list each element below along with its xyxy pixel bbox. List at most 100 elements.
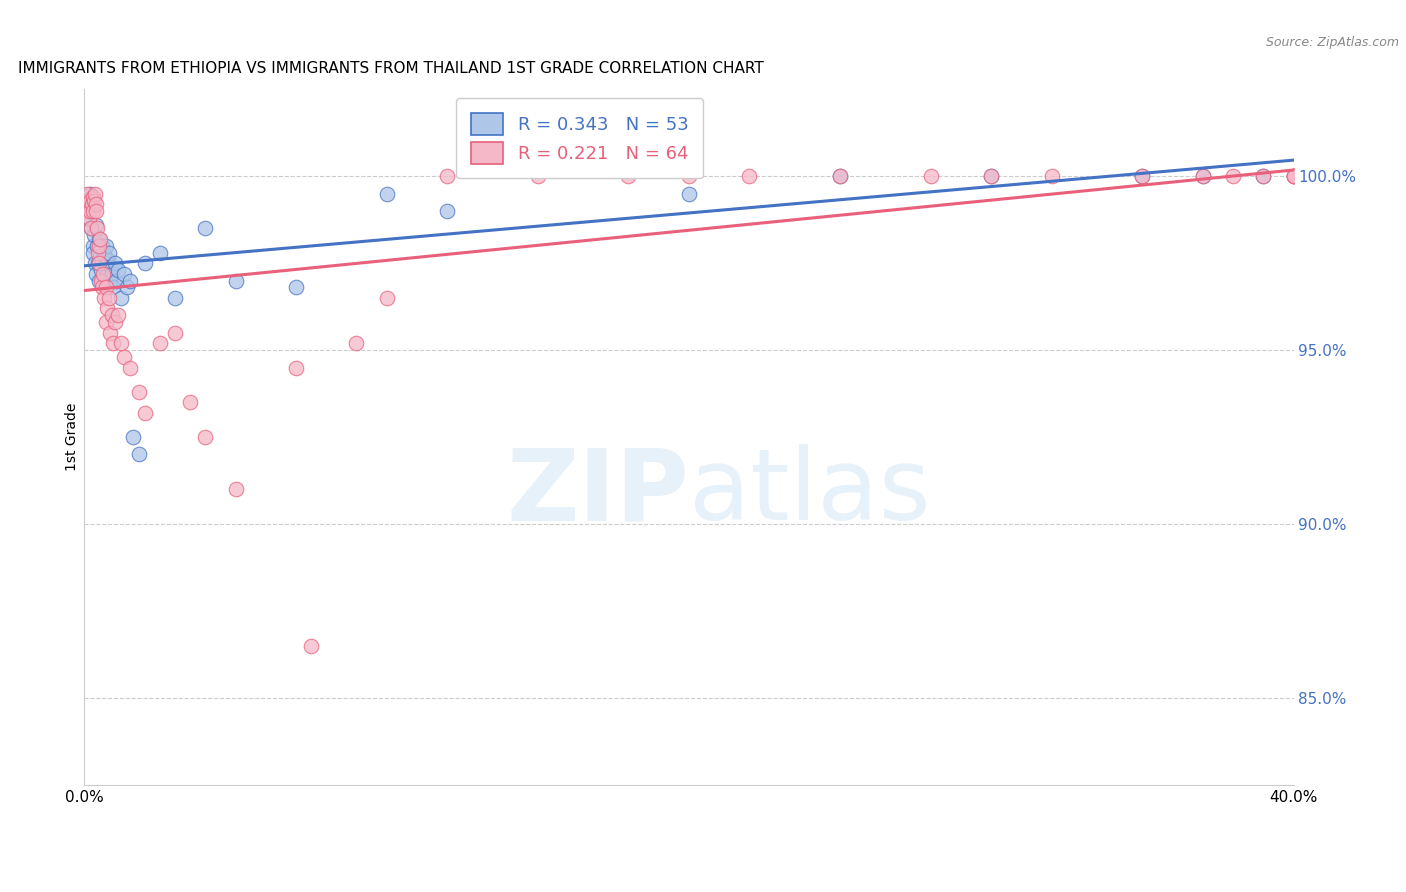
Point	[110, 336, 132, 351]
Point	[90, 239, 112, 253]
Point	[105, 274, 128, 288]
Point	[76, 197, 98, 211]
Point	[104, 256, 127, 270]
Point	[115, 280, 138, 294]
Point	[134, 406, 156, 420]
Point	[86, 239, 108, 253]
Point	[79, 204, 101, 219]
Text: ZIP: ZIP	[506, 444, 689, 541]
Point	[82, 204, 104, 219]
Point	[436, 204, 458, 219]
Point	[149, 245, 172, 260]
Point	[920, 169, 942, 184]
Point	[165, 291, 187, 305]
Point	[107, 309, 129, 323]
Point	[97, 252, 120, 267]
Point	[194, 430, 217, 444]
Point	[84, 186, 107, 201]
Point	[93, 245, 115, 260]
Point	[134, 256, 156, 270]
Point	[104, 315, 127, 329]
Point	[98, 326, 121, 340]
Point	[678, 186, 700, 201]
Point	[1040, 169, 1063, 184]
Point	[1192, 169, 1215, 184]
Point	[678, 169, 700, 184]
Point	[77, 211, 100, 225]
Point	[100, 267, 122, 281]
Point	[82, 245, 104, 260]
Point	[100, 309, 122, 323]
Point	[112, 350, 135, 364]
Point	[90, 263, 112, 277]
Point	[87, 245, 110, 260]
Point	[94, 315, 117, 329]
Point	[77, 197, 100, 211]
Point	[101, 280, 124, 294]
Point	[436, 169, 458, 184]
Point	[83, 228, 105, 243]
Point	[1192, 169, 1215, 184]
Point	[285, 280, 308, 294]
Point	[179, 395, 201, 409]
Point	[97, 245, 120, 260]
Legend: R = 0.343   N = 53, R = 0.221   N = 64: R = 0.343 N = 53, R = 0.221 N = 64	[456, 98, 703, 178]
Point	[83, 194, 105, 208]
Point	[980, 169, 1002, 184]
Point	[87, 232, 110, 246]
Point	[1222, 169, 1244, 184]
Point	[90, 274, 112, 288]
Point	[118, 274, 141, 288]
Point	[75, 194, 97, 208]
Text: IMMIGRANTS FROM ETHIOPIA VS IMMIGRANTS FROM THAILAND 1ST GRADE CORRELATION CHART: IMMIGRANTS FROM ETHIOPIA VS IMMIGRANTS F…	[18, 61, 763, 76]
Point	[87, 239, 110, 253]
Point	[830, 169, 852, 184]
Point	[87, 256, 110, 270]
Point	[77, 211, 100, 225]
Point	[96, 267, 118, 281]
Point	[79, 204, 101, 219]
Point	[84, 256, 107, 270]
Point	[94, 256, 117, 270]
Point	[93, 291, 115, 305]
Point	[80, 221, 103, 235]
Point	[1253, 169, 1275, 184]
Point	[194, 221, 217, 235]
Point	[1132, 169, 1154, 184]
Y-axis label: 1st Grade: 1st Grade	[65, 403, 79, 471]
Point	[128, 384, 150, 399]
Point	[107, 263, 129, 277]
Point	[375, 186, 398, 201]
Point	[84, 218, 107, 232]
Point	[346, 336, 368, 351]
Point	[165, 326, 187, 340]
Point	[101, 336, 124, 351]
Point	[82, 239, 104, 253]
Point	[91, 252, 114, 267]
Point	[94, 280, 117, 294]
Point	[84, 197, 107, 211]
Point	[82, 190, 104, 204]
Point	[1282, 169, 1305, 184]
Point	[118, 360, 141, 375]
Point	[89, 245, 111, 260]
Point	[149, 336, 172, 351]
Point	[225, 274, 247, 288]
Point	[89, 256, 111, 270]
Point	[617, 169, 640, 184]
Point	[80, 197, 103, 211]
Text: atlas: atlas	[689, 444, 931, 541]
Text: Source: ZipAtlas.com: Source: ZipAtlas.com	[1265, 36, 1399, 49]
Point	[89, 274, 111, 288]
Point	[128, 447, 150, 461]
Point	[98, 274, 121, 288]
Point	[1253, 169, 1275, 184]
Point	[86, 267, 108, 281]
Point	[299, 639, 322, 653]
Point	[80, 201, 103, 215]
Point	[96, 301, 118, 316]
Point	[76, 204, 98, 219]
Point	[1282, 169, 1305, 184]
Point	[80, 221, 103, 235]
Point	[738, 169, 761, 184]
